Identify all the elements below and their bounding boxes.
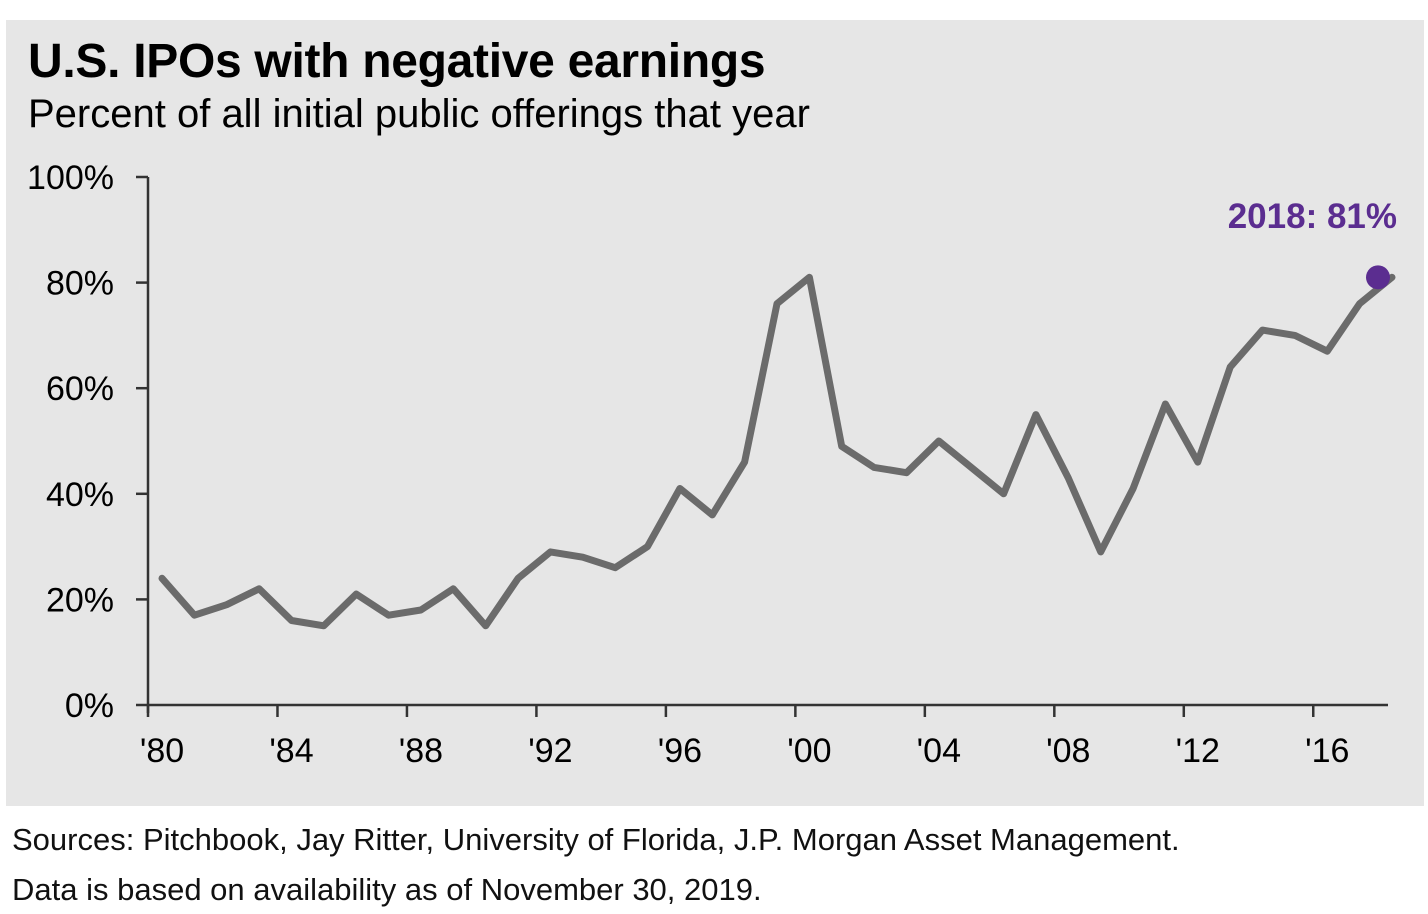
sources-note: Sources: Pitchbook, Jay Ritter, Universi… [12,822,1180,857]
chart-panel [6,20,1424,806]
x-tick-label: '08 [1046,732,1090,770]
x-tick-label: '96 [658,732,702,770]
x-tick-label: '84 [269,732,313,770]
highlight-label: 2018: 81% [1228,197,1397,236]
x-tick-label: '16 [1305,732,1349,770]
chart-title: U.S. IPOs with negative earnings [28,35,766,88]
series-line [158,273,1396,630]
x-tick-label: '12 [1176,732,1220,770]
y-tick-label: 0% [65,687,114,725]
y-tick-label: 60% [46,370,114,408]
x-tick-label: '04 [917,732,961,770]
y-tick-label: 80% [46,265,114,303]
y-axis: 0% 20% 40% 60% 80% 100% [27,159,150,725]
x-tick-label: '88 [399,732,443,770]
y-tick-label: 20% [46,581,114,619]
y-tick-label: 100% [27,159,114,197]
x-tick-label: '80 [140,732,184,770]
x-tick-label: '00 [787,732,831,770]
y-tick-label: 40% [46,476,114,514]
x-axis: '80 '84 '88 '92 '96 '00 '04 '08 '12 '16 [140,703,1388,770]
x-tick-label: '92 [528,732,572,770]
chart-subtitle: Percent of all initial public offerings … [28,92,810,136]
highlight-point [1366,265,1390,290]
data-availability-note: Data is based on availability as of Nove… [12,872,762,907]
series-layer [158,273,1396,630]
annotation-layer: 2018: 81% [1228,197,1397,290]
